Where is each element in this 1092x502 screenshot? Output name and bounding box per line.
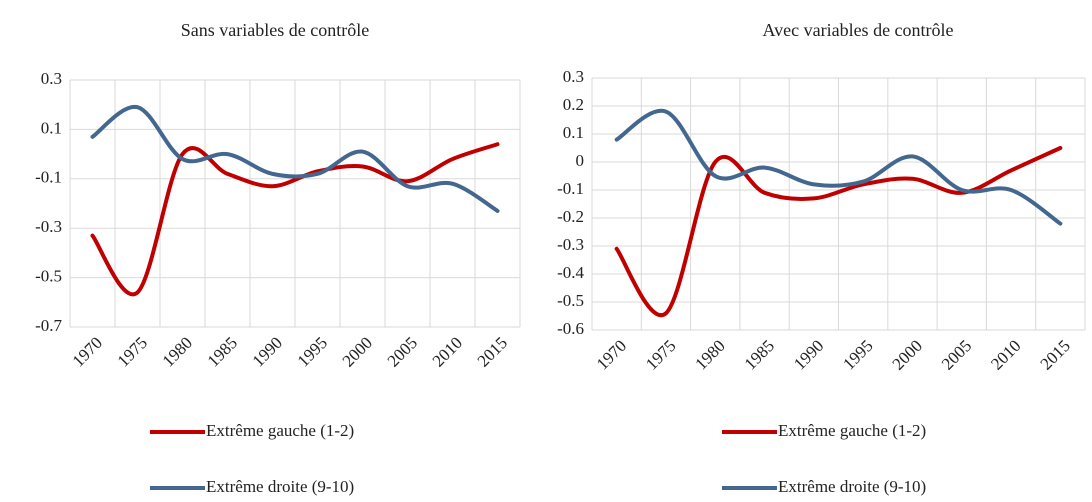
y-tick-label: -0.6: [557, 319, 584, 338]
x-tick-label: 1980: [691, 336, 728, 373]
y-tick-label: -0.5: [35, 267, 62, 286]
legend-label: Extrême droite (9-10): [206, 477, 354, 496]
x-tick-label: 1975: [642, 336, 679, 373]
y-tick-label: -0.3: [557, 235, 584, 254]
x-tick-label: 1990: [790, 336, 827, 373]
chart-title: Sans variables de contrôle: [181, 20, 369, 40]
y-tick-label: -0.1: [557, 179, 584, 198]
x-tick-label: 1970: [593, 336, 630, 373]
y-tick-label: 0.2: [563, 95, 584, 114]
series-line: [90, 105, 500, 213]
x-tick-label: 1975: [114, 333, 151, 370]
y-tick-label: 0.3: [563, 67, 584, 86]
chart-title: Avec variables de contrôle: [762, 20, 953, 40]
series-line: [614, 146, 1063, 318]
y-tick-label: 0: [576, 151, 585, 170]
legend-label: Extrême gauche (1-2): [206, 421, 354, 440]
x-tick-label: 2010: [429, 333, 466, 370]
y-tick-label: -0.2: [557, 207, 584, 226]
x-tick-label: 2000: [889, 336, 926, 373]
x-tick-label: 2005: [384, 333, 421, 370]
y-tick-label: 0.1: [41, 118, 62, 137]
legend-label: Extrême gauche (1-2): [778, 421, 926, 440]
x-tick-label: 2010: [987, 336, 1024, 373]
y-tick-label: -0.5: [557, 291, 584, 310]
x-tick-label: 1995: [294, 333, 331, 370]
series-line: [614, 108, 1063, 226]
y-tick-label: 0.1: [563, 123, 584, 142]
x-tick-label: 2000: [339, 333, 376, 370]
x-tick-label: 1970: [69, 333, 106, 370]
x-tick-label: 1985: [741, 336, 778, 373]
series-line: [90, 142, 500, 297]
x-tick-label: 1980: [159, 333, 196, 370]
x-tick-label: 1995: [839, 336, 876, 373]
y-tick-label: -0.7: [35, 316, 62, 335]
x-tick-label: 1985: [204, 333, 241, 370]
y-tick-label: -0.4: [557, 263, 584, 282]
x-tick-label: 2015: [474, 333, 511, 370]
y-tick-label: -0.1: [35, 168, 62, 187]
legend-label: Extrême droite (9-10): [778, 477, 926, 496]
y-tick-label: -0.3: [35, 217, 62, 236]
x-tick-label: 1990: [249, 333, 286, 370]
x-tick-label: 2005: [938, 336, 975, 373]
y-tick-label: 0.3: [41, 69, 62, 88]
x-tick-label: 2015: [1036, 336, 1073, 373]
